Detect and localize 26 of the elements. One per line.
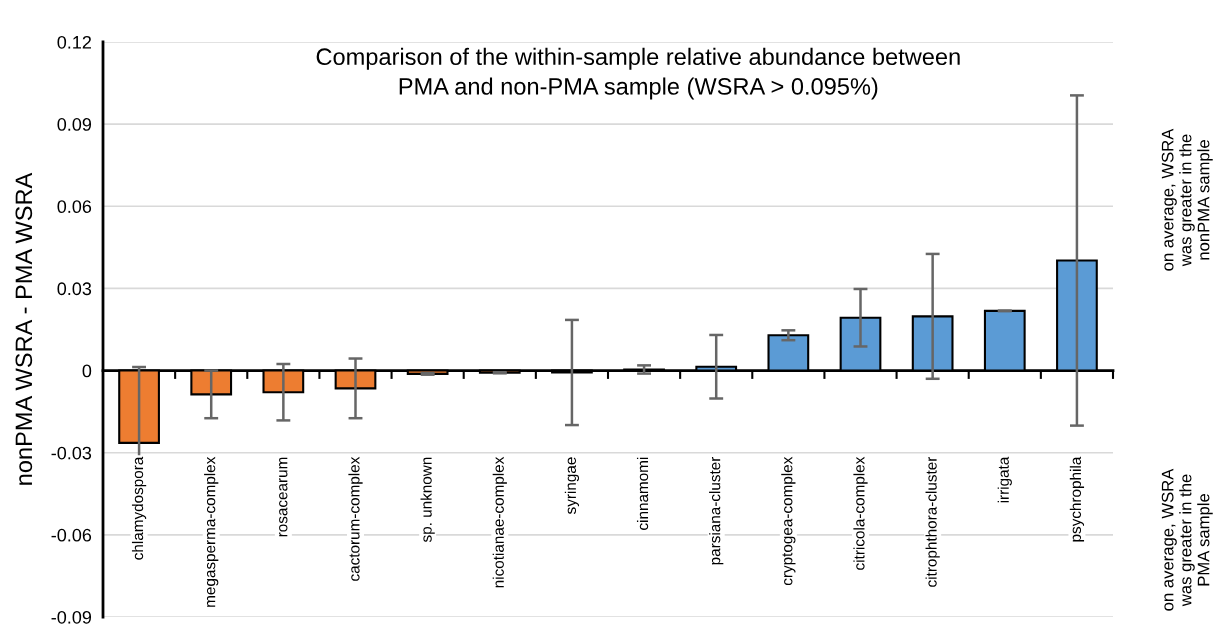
x-tick-label: chlamydospora: [131, 456, 147, 560]
y-tick-label: -0.09: [51, 610, 92, 624]
x-tick-label: citricola-complex: [853, 456, 868, 570]
x-tick-label: syringae: [564, 457, 580, 514]
text: on average, WSRA was greater in the nonPMA sample: [1161, 128, 1213, 271]
x-tick-label: megasperma-complex: [204, 456, 219, 607]
x-tick-label: nicotianae-complex: [492, 456, 507, 588]
y-tick-label: -0.06: [51, 528, 92, 542]
x-tick-label: sp. unknown: [420, 457, 435, 543]
y-tick-label: 0: [82, 364, 92, 378]
x-tick-label: cactorum-complex: [348, 456, 363, 581]
y-tick-label: 0.12: [57, 35, 91, 49]
x-tick-label: cryptogea-complex: [781, 456, 796, 586]
x-tick-label: parsiana-cluster: [709, 456, 724, 565]
text: Comparison of the within-sample relative abundance between PMA and non-PMA sample (WSRA > 0.095%): [316, 47, 960, 100]
y-tick-label: 0.09: [57, 118, 92, 131]
x-tick-label: cinnamomi: [636, 457, 649, 530]
y-tick-label: -0.03: [51, 446, 92, 460]
y-axis-title: nonPMA WSRA - PMA WSRA: [15, 172, 33, 485]
y-tick-label: 0.03: [57, 282, 92, 296]
x-tick-label: rosacearum: [279, 457, 288, 537]
x-tick-label: citrophthora-cluster: [925, 456, 940, 587]
x-tick-label: psychrophila: [1069, 456, 1085, 542]
text: on average, WSRA was greater in the PMA sample: [1161, 468, 1213, 611]
y-tick-label: 0.06: [57, 200, 92, 214]
x-tick-label: irrigata: [997, 456, 1012, 503]
